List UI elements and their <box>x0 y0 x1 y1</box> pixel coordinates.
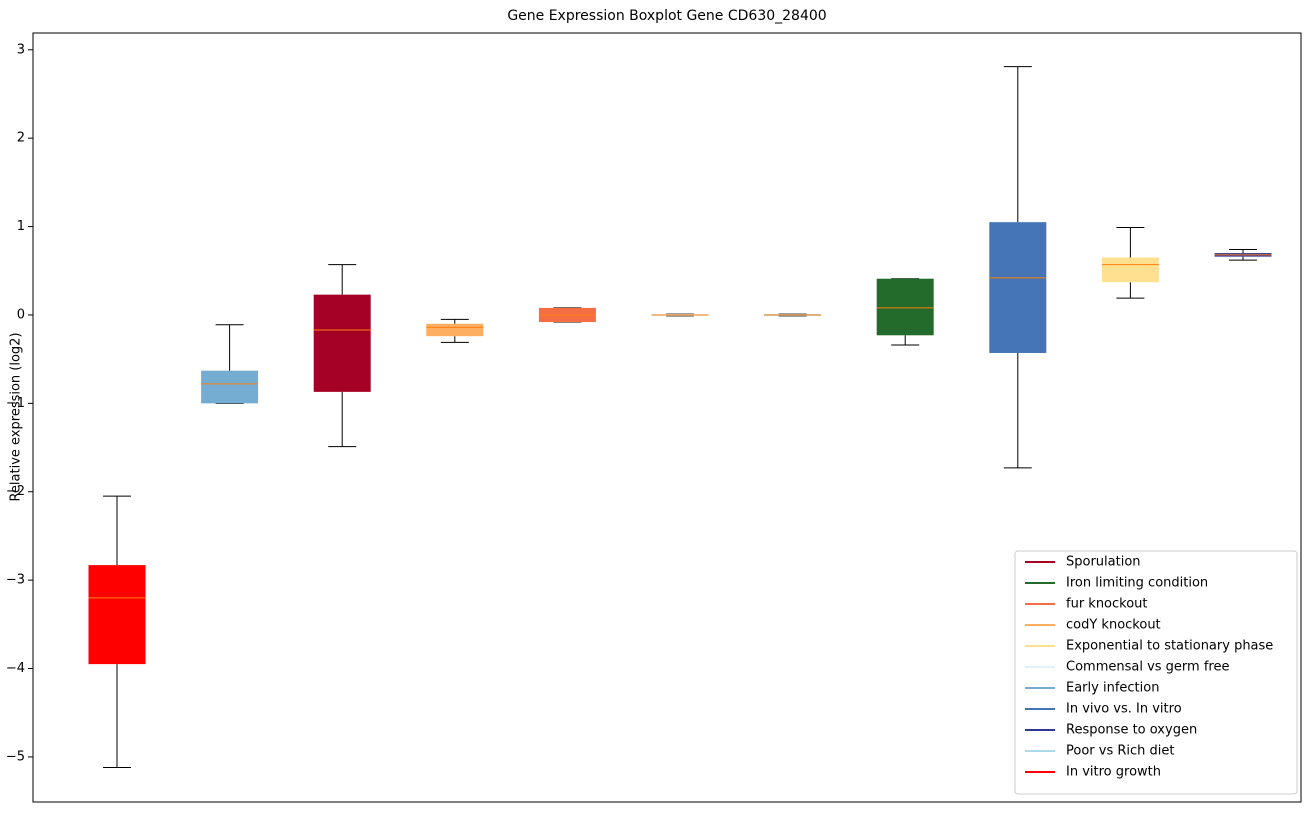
y-tick-label: 0 <box>17 307 25 322</box>
box <box>201 370 259 404</box>
legend-label: Early infection <box>1066 681 1159 696</box>
legend-label: Exponential to stationary phase <box>1066 639 1273 654</box>
legend-label: fur knockout <box>1066 597 1148 612</box>
legend-label: Sporulation <box>1066 555 1141 570</box>
box <box>989 222 1047 353</box>
box <box>426 323 484 337</box>
y-axis-label: Relative expression (log2) <box>9 332 24 501</box>
legend-label: Response to oxygen <box>1066 723 1197 738</box>
chart-title: Gene Expression Boxplot Gene CD630_28400 <box>507 8 826 24</box>
legend-label: codY knockout <box>1066 618 1161 633</box>
y-tick-label: 1 <box>17 219 25 234</box>
y-tick-label: −4 <box>6 661 25 676</box>
box <box>313 294 371 392</box>
box <box>88 565 146 665</box>
plot-frame <box>32 32 1302 803</box>
y-tick-label: −1 <box>6 396 25 411</box>
legend-label: Iron limiting condition <box>1066 576 1208 591</box>
legend-label: In vivo vs. In vitro <box>1066 702 1182 717</box>
legend-label: In vitro growth <box>1066 765 1161 780</box>
legend-box <box>1014 550 1298 795</box>
y-tick-label: 2 <box>17 131 25 146</box>
legend-label: Commensal vs germ free <box>1066 660 1229 675</box>
box <box>1101 257 1159 283</box>
y-tick-label: −2 <box>6 484 25 499</box>
y-tick-label: 3 <box>17 42 25 57</box>
y-tick-label: −5 <box>6 749 25 764</box>
legend-label: Poor vs Rich diet <box>1066 744 1174 759</box>
y-tick-label: −3 <box>6 573 25 588</box>
box <box>876 278 934 336</box>
